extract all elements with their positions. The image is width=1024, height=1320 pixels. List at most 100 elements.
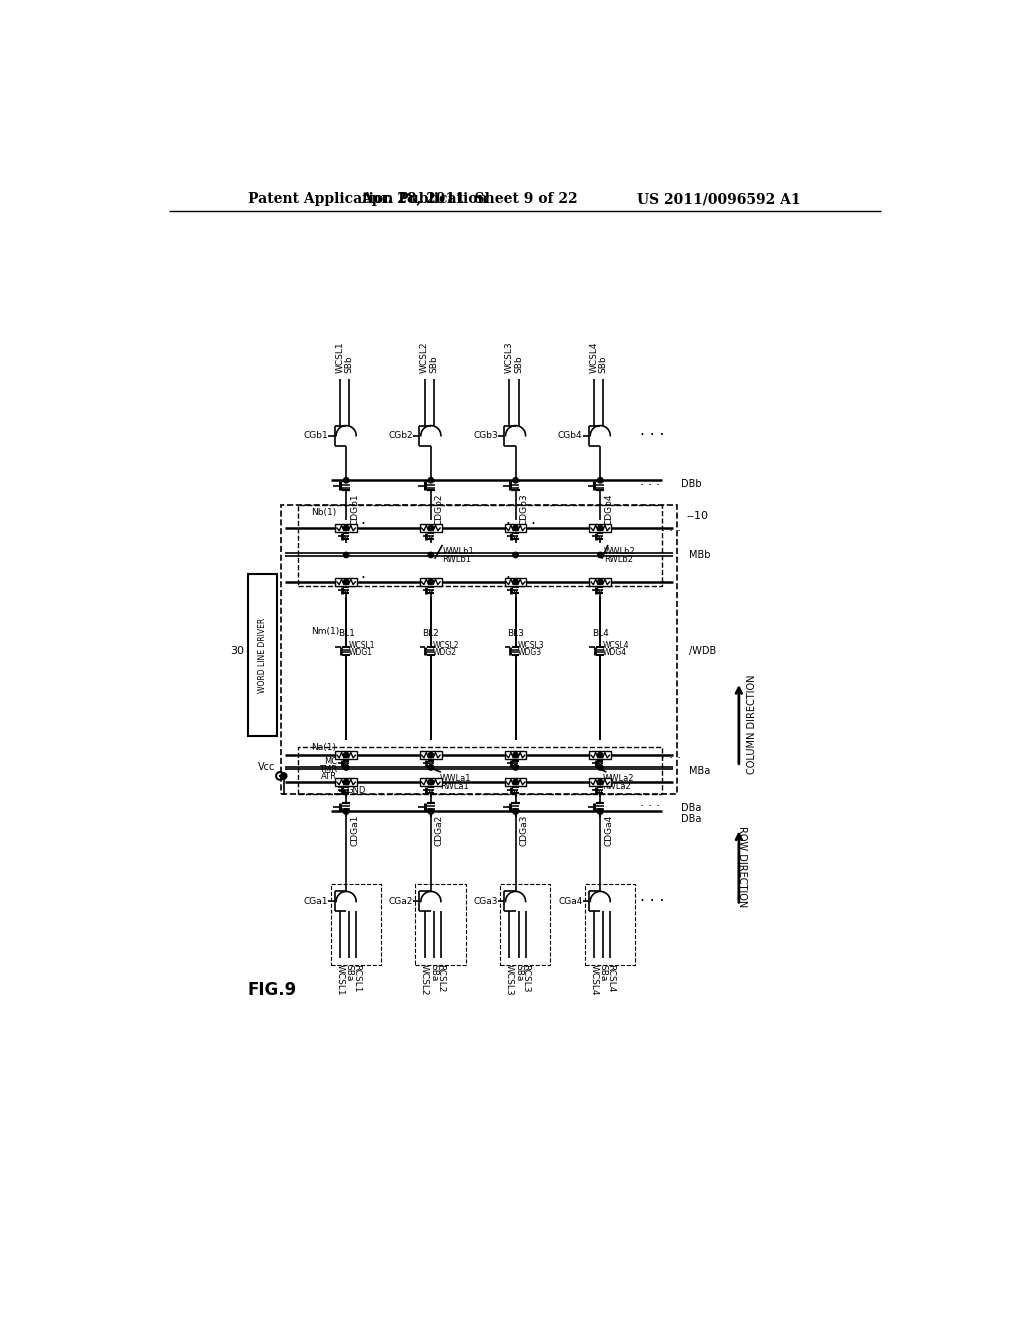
Bar (590, 779, 611, 785)
Circle shape (343, 809, 349, 814)
Text: MBa: MBa (689, 766, 710, 776)
Text: WCSL1: WCSL1 (336, 342, 344, 374)
Bar (590, 578, 611, 586)
Text: · · ·: · · · (640, 894, 665, 909)
Text: BL1: BL1 (338, 628, 354, 638)
Text: RWLb2: RWLb2 (604, 554, 633, 564)
Text: /WDB: /WDB (689, 647, 716, 656)
Bar (420, 751, 441, 759)
Circle shape (428, 779, 433, 785)
Text: CGb4: CGb4 (558, 432, 583, 440)
Text: DBb: DBb (681, 479, 701, 490)
Text: WCSL2: WCSL2 (420, 964, 429, 995)
Text: WDG3: WDG3 (518, 648, 542, 657)
Text: RCSL1: RCSL1 (351, 964, 360, 993)
Bar (336, 751, 357, 759)
Circle shape (513, 525, 518, 531)
Circle shape (598, 579, 603, 585)
Circle shape (428, 752, 433, 758)
Text: RCSL4: RCSL4 (606, 964, 614, 993)
Bar (420, 578, 441, 586)
Circle shape (343, 525, 349, 531)
Text: WCSL3: WCSL3 (518, 640, 545, 649)
Text: WCSL1: WCSL1 (348, 640, 375, 649)
Text: ·: · (360, 516, 366, 532)
Text: Na(1): Na(1) (311, 743, 337, 752)
Text: CGb1: CGb1 (304, 432, 329, 440)
Circle shape (598, 779, 603, 785)
Text: CDGb2: CDGb2 (435, 494, 443, 525)
Bar (590, 524, 611, 532)
Bar (336, 779, 357, 785)
Text: WCSL4: WCSL4 (602, 640, 629, 649)
Text: SBb: SBb (514, 355, 523, 374)
Text: WCSL1: WCSL1 (336, 964, 344, 995)
Text: ROW DIRECTION: ROW DIRECTION (736, 826, 746, 907)
Circle shape (513, 764, 518, 770)
Text: WCSL2: WCSL2 (420, 342, 429, 374)
Circle shape (513, 752, 518, 758)
Text: CGb2: CGb2 (388, 432, 413, 440)
Circle shape (598, 752, 603, 758)
Text: WWLa1: WWLa1 (440, 775, 472, 783)
Text: RWLa2: RWLa2 (602, 781, 632, 791)
Circle shape (513, 779, 518, 785)
Text: COLUMN DIRECTION: COLUMN DIRECTION (746, 675, 757, 774)
Bar (248, 574, 276, 737)
Text: BL3: BL3 (507, 628, 524, 638)
Text: CGa3: CGa3 (473, 898, 498, 906)
Text: RCSL2: RCSL2 (436, 964, 445, 993)
Text: WCSL4: WCSL4 (590, 964, 599, 995)
Text: · · ·: · · · (662, 525, 681, 539)
Text: WCSL4: WCSL4 (590, 342, 599, 374)
Text: 30: 30 (230, 647, 245, 656)
Text: SBb: SBb (345, 355, 353, 374)
Text: US 2011/0096592 A1: US 2011/0096592 A1 (637, 193, 801, 206)
Text: RCSL3: RCSL3 (521, 964, 530, 993)
Text: CGb3: CGb3 (473, 432, 498, 440)
Text: ·: · (506, 516, 510, 532)
Text: CDGb3: CDGb3 (519, 494, 528, 525)
Circle shape (343, 779, 349, 785)
Circle shape (343, 478, 349, 483)
Text: · · ·: · · · (640, 428, 665, 444)
Text: WWLa2: WWLa2 (602, 775, 634, 783)
Circle shape (343, 752, 349, 758)
Text: Nm(1): Nm(1) (311, 627, 340, 636)
Circle shape (598, 478, 603, 483)
Text: SBa: SBa (599, 964, 608, 981)
Text: WDG2: WDG2 (433, 648, 457, 657)
Circle shape (343, 579, 349, 585)
Text: ·: · (530, 516, 535, 532)
Circle shape (428, 579, 433, 585)
Text: FIG.9: FIG.9 (248, 981, 297, 999)
Text: SBb: SBb (599, 355, 608, 374)
Text: DBa: DBa (681, 814, 701, 824)
Text: · · ·: · · · (640, 800, 660, 813)
Text: Patent Application Publication: Patent Application Publication (248, 193, 487, 206)
Text: SBa: SBa (514, 964, 523, 981)
Text: WDG1: WDG1 (348, 648, 373, 657)
Circle shape (428, 764, 433, 770)
Circle shape (513, 579, 518, 585)
Text: RWLb1: RWLb1 (442, 554, 471, 564)
Circle shape (343, 809, 349, 814)
Circle shape (598, 764, 603, 770)
Text: RWLa1: RWLa1 (440, 781, 469, 791)
Text: SBb: SBb (429, 355, 438, 374)
Text: · · ·: · · · (662, 752, 681, 766)
Text: Apr. 28, 2011  Sheet 9 of 22: Apr. 28, 2011 Sheet 9 of 22 (361, 193, 578, 206)
Circle shape (513, 552, 518, 557)
Text: CDGa3: CDGa3 (519, 814, 528, 846)
Text: BL4: BL4 (592, 628, 608, 638)
Text: Nb(1): Nb(1) (311, 508, 337, 517)
Text: CDGa2: CDGa2 (435, 814, 443, 846)
Text: WORD LINE DRIVER: WORD LINE DRIVER (258, 618, 266, 693)
Text: ATR: ATR (321, 772, 337, 781)
Circle shape (343, 552, 349, 557)
Circle shape (428, 809, 433, 814)
Circle shape (598, 809, 603, 814)
Text: WCSL2: WCSL2 (433, 640, 460, 649)
Text: Vcc: Vcc (258, 762, 275, 772)
Text: CGa2: CGa2 (389, 898, 413, 906)
